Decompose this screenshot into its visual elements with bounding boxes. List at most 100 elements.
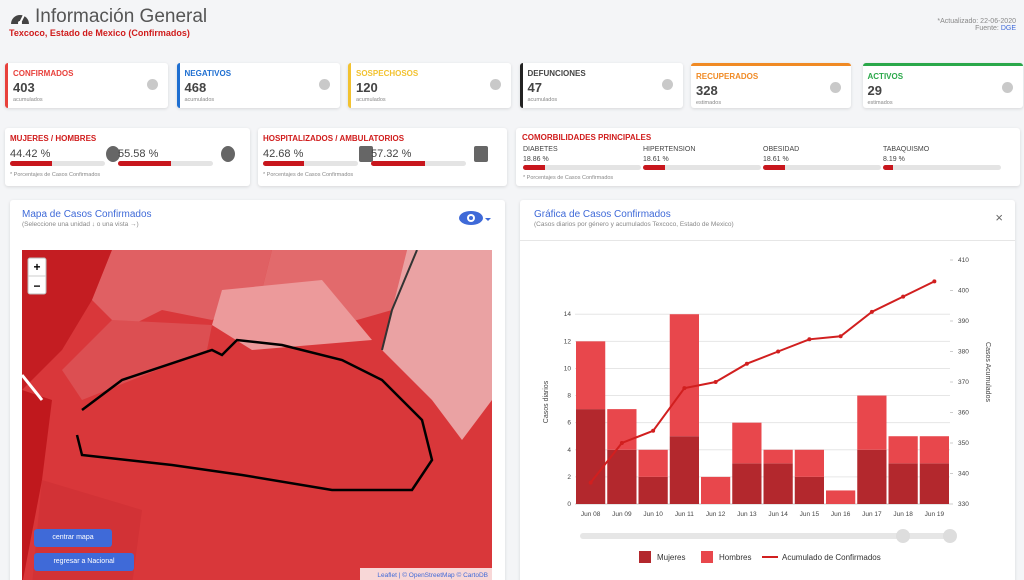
x-tick-label: Jun 18 xyxy=(893,511,913,518)
icon xyxy=(474,146,488,162)
x-tick-label: Jun 16 xyxy=(831,511,851,518)
bar-segment xyxy=(763,449,793,464)
y-tick-label: 10 xyxy=(564,365,572,372)
y2-tick-label: 380 xyxy=(958,349,969,356)
y2-tick-label: 330 xyxy=(958,501,969,508)
bar-segment xyxy=(888,463,918,504)
bar-segment xyxy=(638,449,668,477)
navigator-handle xyxy=(943,529,957,543)
line-point xyxy=(588,480,593,485)
bar-segment xyxy=(701,476,731,504)
y2-tick-label: 400 xyxy=(958,288,969,295)
y2-tick-label: 360 xyxy=(958,410,969,417)
page-title: Información General xyxy=(35,6,208,27)
chart: 0 2 4 6 8 10 12 14 330 340 350 360 370 380 390 400 410 Ca… xyxy=(543,257,991,563)
y-tick-label: 4 xyxy=(567,447,571,454)
kpi-card: DEFUNCIONES 47 acumulados xyxy=(519,63,683,108)
bar-segment xyxy=(763,463,793,504)
national-button[interactable]: regresar a Nacional xyxy=(34,553,134,571)
line-point xyxy=(807,337,812,342)
line-point xyxy=(932,279,937,284)
comorbidity-track xyxy=(763,165,881,170)
icon xyxy=(221,146,235,162)
percent-label: 57.32 % xyxy=(371,148,412,160)
kpi-value: 468 xyxy=(184,80,207,95)
kpi-note: acumulados xyxy=(527,97,558,103)
kpi-card: CONFIRMADOS 403 acumulados xyxy=(5,63,168,108)
card-title: MUJERES / HOMBRES xyxy=(10,134,97,143)
view-toggle[interactable] xyxy=(457,209,493,227)
y-tick-label: 8 xyxy=(567,393,571,400)
close-button[interactable]: × xyxy=(995,210,1003,225)
bar-segment xyxy=(607,449,637,504)
comorbidity-track xyxy=(643,165,761,170)
percent-track xyxy=(263,161,358,166)
icon xyxy=(106,146,120,162)
card-note: * Porcentajes de Casos Confirmados xyxy=(263,172,354,178)
comorbidity-name: TABAQUISMO xyxy=(883,146,930,153)
zoom-in[interactable]: + xyxy=(33,260,40,274)
comorbidity-label: 8.19 % xyxy=(883,156,905,163)
map[interactable]: + − Leaflet | © OpenStreetMap © CartoDB xyxy=(22,250,492,580)
percent-track xyxy=(10,161,105,166)
legend-swatch xyxy=(701,551,713,563)
kpi-label: DEFUNCIONES xyxy=(527,69,586,78)
comorbidity-label: 18.86 % xyxy=(523,156,549,163)
card-note: * Porcentajes de Casos Confirmados xyxy=(10,172,101,178)
card-title: COMORBILIDADES PRINCIPALES xyxy=(522,133,652,142)
kpi-card: ACTIVOS 29 estimados xyxy=(862,63,1023,108)
x-tick-label: Jun 10 xyxy=(643,511,663,518)
comorbidity-bar xyxy=(643,165,665,170)
zoom-out[interactable]: − xyxy=(33,279,40,293)
comorbidity-bar xyxy=(763,165,785,170)
bar-segment xyxy=(919,436,949,464)
kpi-icon xyxy=(1001,82,1013,93)
x-tick-label: Jun 12 xyxy=(706,511,726,518)
kpi-note: estimados xyxy=(696,100,722,106)
map-subtitle: (Seleccione una unidad ↓ o una vista →) xyxy=(22,221,139,228)
comorbidity-name: HIPERTENSION xyxy=(643,146,696,153)
percent-track xyxy=(371,161,466,166)
kpi-label: CONFIRMADOS xyxy=(13,69,74,78)
gauge-icon xyxy=(11,14,29,25)
legend-swatch xyxy=(639,551,651,563)
y-tick-label: 14 xyxy=(564,311,572,318)
y-axis-title: Casos diarios xyxy=(543,380,550,423)
percent-label: 44.42 % xyxy=(10,148,51,160)
kpi-icon xyxy=(318,79,330,90)
bar-segment xyxy=(576,409,606,504)
navigator xyxy=(580,533,955,539)
kpi-label: ACTIVOS xyxy=(867,72,904,81)
card-title: HOSPITALIZADOS / AMBULATORIOS xyxy=(263,134,405,143)
bar-segment xyxy=(732,463,762,504)
kpi-card: RECUPERADOS 328 estimados xyxy=(691,63,851,108)
source-link[interactable]: DGE xyxy=(1000,25,1016,32)
percent-label: 42.68 % xyxy=(263,148,304,160)
comorbidity-bar xyxy=(883,165,893,170)
y2-tick-label: 350 xyxy=(958,440,969,447)
x-tick-label: Jun 09 xyxy=(612,511,632,518)
y-tick-label: 0 xyxy=(567,501,571,508)
percent-label: 55.58 % xyxy=(118,148,159,160)
kpi-icon xyxy=(490,79,501,90)
kpi-value: 47 xyxy=(527,80,542,95)
card-note: * Porcentajes de Casos Confirmados xyxy=(523,175,614,181)
updated: *Actualizado: 22-06-2020 xyxy=(937,18,1016,25)
update-info: *Actualizado: 22-06-2020 Fuente: DGE xyxy=(937,18,1016,32)
comorbidity-label: 18.61 % xyxy=(763,156,789,163)
center-map-button[interactable]: centrar mapa xyxy=(34,529,112,547)
percent-bar xyxy=(118,161,171,166)
kpi-icon xyxy=(147,79,158,90)
x-tick-label: Jun 15 xyxy=(800,511,820,518)
center-map-label: centrar mapa xyxy=(52,534,94,541)
y-tick-label: 2 xyxy=(567,474,571,481)
legend-label: Hombres xyxy=(719,553,751,562)
x-tick-label: Jun 11 xyxy=(675,511,694,518)
line-point xyxy=(619,441,624,445)
bar-segment xyxy=(857,395,887,450)
line-point xyxy=(776,349,781,354)
kpi-label: NEGATIVOS xyxy=(184,69,232,78)
gender-card: MUJERES / HOMBRES 44.42 % 55.58 % * Porcent… xyxy=(5,128,250,186)
